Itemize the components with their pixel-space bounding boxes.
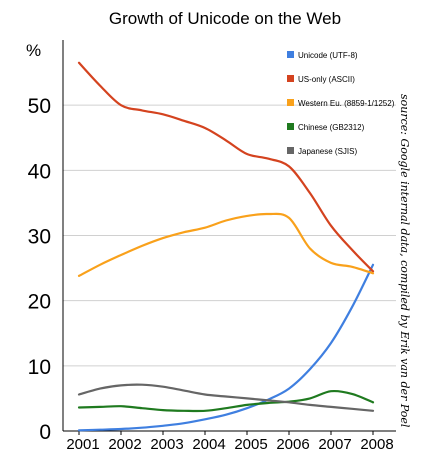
x-tick-label: 2002: [108, 436, 141, 453]
y-tick-label: 20: [28, 291, 51, 314]
y-tick-labels: 0 10 20 30 40 50: [28, 95, 51, 444]
series-line-chinese-gb2312: [77, 389, 375, 413]
legend-label: Japanese (SJIS): [298, 147, 357, 156]
series-lines: [77, 61, 375, 432]
x-tick-label: 2008: [360, 436, 393, 453]
x-tick-label: 2003: [150, 436, 183, 453]
series-line-western-eu-8859-1-1252: [77, 212, 375, 277]
x-tick-label: 2006: [276, 436, 309, 453]
series-line-us-only-ascii: [77, 61, 375, 273]
y-tick-label: 30: [28, 226, 51, 249]
legend: Unicode (UTF-8) US-only (ASCII) Western Eu…: [287, 51, 395, 156]
series-line-unicode-utf-8: [77, 263, 375, 432]
y-axis-unit: %: [26, 41, 41, 60]
legend-label: US-only (ASCII): [298, 75, 355, 84]
chart-title: Growth of Unicode on the Web: [109, 9, 341, 28]
legend-swatch: [287, 99, 294, 106]
y-tick-label: 40: [28, 160, 51, 183]
series-line-japanese-sjis: [77, 383, 375, 412]
legend-label: Unicode (UTF-8): [298, 51, 358, 60]
x-tick-label: 2001: [66, 436, 99, 453]
legend-swatch: [287, 147, 294, 154]
legend-swatch: [287, 75, 294, 82]
legend-label: Chinese (GB2312): [298, 123, 365, 132]
legend-swatch: [287, 123, 294, 130]
y-tick-label: 50: [28, 95, 51, 118]
gridlines: [63, 104, 396, 367]
x-tick-label: 2007: [318, 436, 351, 453]
legend-label: Western Eu. (8859-1/1252): [298, 99, 395, 108]
source-note: source: Google internal data, compiled b…: [398, 94, 411, 428]
x-tick-label: 2005: [234, 436, 267, 453]
x-tick-labels: 2001 2002 2003 2004 2005 2006 2007 2008: [66, 431, 394, 453]
x-tick-label: 2004: [192, 436, 225, 453]
axes: [62, 40, 396, 432]
legend-swatch: [287, 51, 294, 58]
y-tick-label: 10: [28, 356, 51, 379]
y-tick-label: 0: [39, 421, 51, 444]
